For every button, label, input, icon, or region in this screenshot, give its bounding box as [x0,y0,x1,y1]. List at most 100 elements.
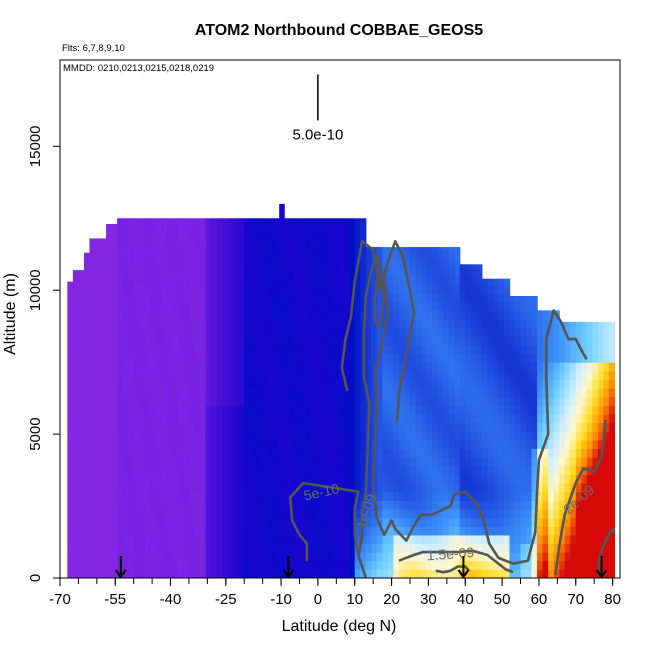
heat-cell [393,500,400,510]
heat-cell [200,396,207,406]
heat-cell [581,344,588,355]
heat-cell [509,336,516,346]
heat-cell [282,258,290,268]
heat-cell [354,388,361,398]
heat-cell [122,284,129,294]
heat-cell [233,258,240,268]
heat-cell [564,457,571,467]
heat-cell [95,569,102,578]
heat-cell [487,310,494,320]
heat-cell [382,301,389,311]
heat-cell [459,264,466,268]
heat-cell [271,439,278,450]
heat-cell [244,353,251,363]
heat-cell [72,543,80,553]
heat-cell [515,362,522,372]
heat-cell [470,569,477,578]
heat-cell [161,301,168,311]
heat-cell [249,448,256,458]
heat-cell [194,275,201,286]
heat-cell [338,224,345,234]
heat-cell [387,379,395,389]
heat-cell [443,552,450,562]
heat-cell [155,319,162,329]
heat-cell [437,534,444,545]
heat-cell [266,241,273,251]
heat-cell [205,336,212,346]
heat-cell [343,457,350,467]
heat-cell [194,258,201,268]
heat-cell [233,431,240,441]
heat-cell [238,526,245,536]
heat-cell [376,310,383,320]
heat-cell [443,301,450,311]
y-tick-label: 10000 [27,269,44,311]
heat-cell [67,353,74,363]
heat-cell [293,534,301,545]
heat-cell [299,275,306,286]
heat-cell [106,241,113,251]
heat-cell [465,413,472,424]
heat-cell [89,552,96,562]
heat-cell [122,552,129,562]
heat-cell [139,491,146,501]
heat-cell [117,353,124,363]
heat-cell [327,500,334,510]
heat-cell [233,569,240,578]
heat-cell [122,388,129,398]
heat-cell [128,465,135,475]
heat-cell [360,439,367,450]
heat-cell [249,275,256,286]
heat-cell [553,474,560,484]
heat-cell [437,249,444,260]
heat-cell [155,448,162,458]
heat-cell [321,310,328,320]
heat-cell [122,293,129,303]
heat-cell [144,241,151,251]
heat-cell [106,439,113,450]
heat-cell [509,474,516,484]
heat-cell [205,267,212,277]
heat-cell [205,483,212,493]
heat-cell [106,224,113,234]
heat-cell [393,517,400,527]
heat-cell [421,319,428,329]
heat-cell [581,327,588,337]
heat-cell [559,552,566,562]
heat-cell [244,526,251,536]
x-axis: -70 -55 -40 -25 -10 0 10 20 30 40 50 60 70 80 [49,578,621,608]
heat-cell [487,362,494,372]
heat-cell [266,370,273,381]
heat-cell [360,422,367,432]
heat-cell [83,388,91,398]
heat-cell [271,301,278,311]
heat-cell [410,370,417,381]
heat-cell [271,431,278,441]
heat-cell [404,474,411,484]
heat-cell [282,491,290,501]
heat-cell [78,431,85,441]
heat-cell [299,448,306,458]
heat-cell [139,457,146,467]
heat-cell [161,439,168,450]
heat-cell [260,249,267,260]
heat-cell [188,310,196,320]
heat-cell [216,526,223,536]
heat-cell [448,310,455,320]
heat-cell [122,275,129,286]
heat-cell [608,336,616,346]
heat-cell [194,439,201,450]
heat-cell [515,439,522,450]
heat-cell [531,336,538,346]
heat-cell [117,275,124,286]
heat-cell [387,405,395,415]
heat-cell [343,218,350,225]
heat-cell [244,552,251,562]
heat-cell [67,517,74,527]
heat-cell [133,218,140,225]
heat-cell [188,457,196,467]
heat-cell [343,465,350,475]
heat-cell [570,560,577,570]
heat-cell [282,327,290,337]
heat-cell [211,293,218,303]
